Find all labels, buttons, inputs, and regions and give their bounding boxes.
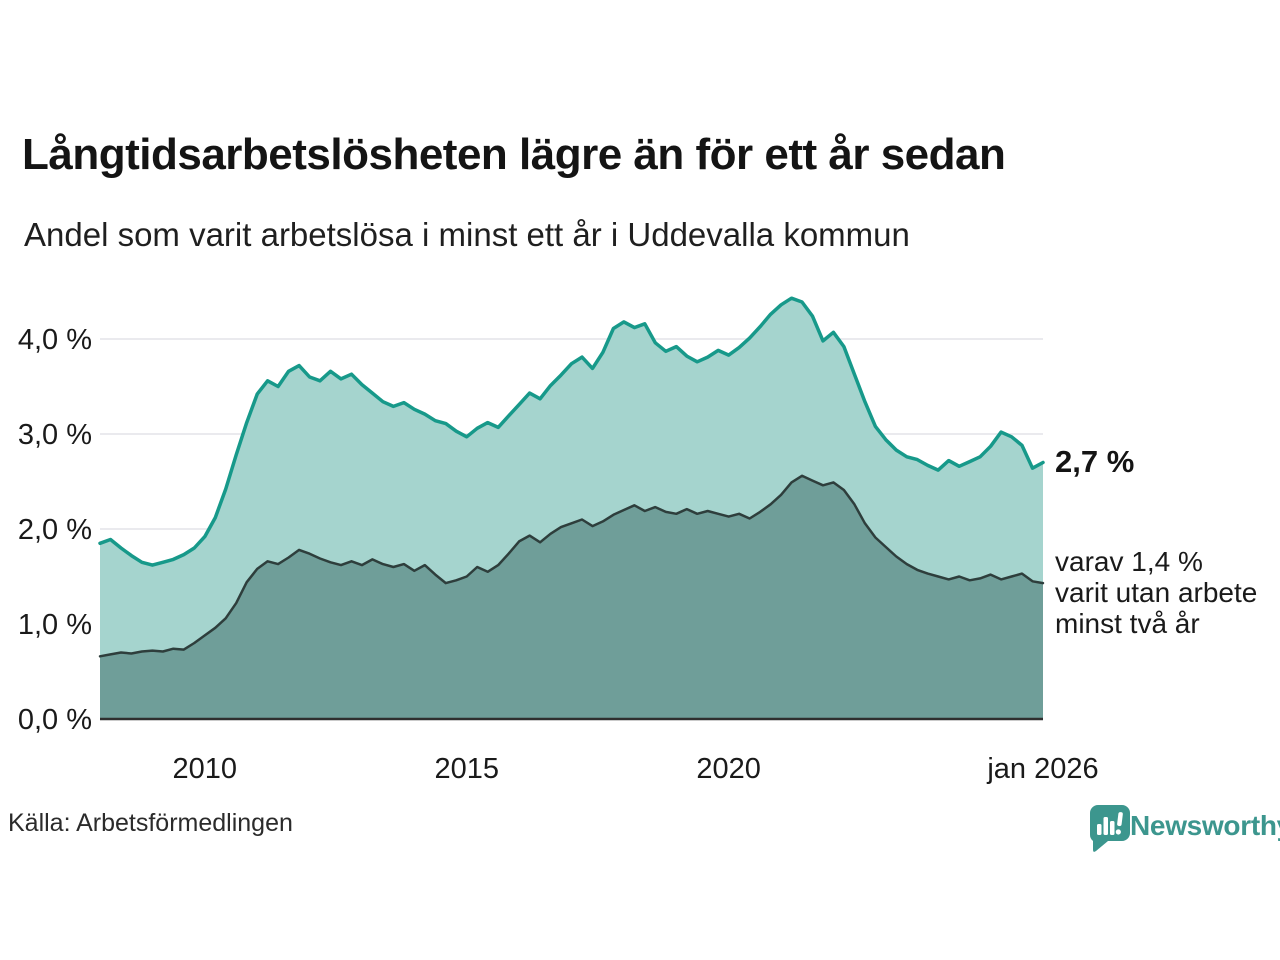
y-tick-label: 3,0 % (18, 419, 92, 451)
x-tick-label: jan 2026 (986, 753, 1098, 785)
y-tick-label: 4,0 % (18, 324, 92, 356)
newsworthy-wordmark: Newsworthy (1130, 810, 1280, 841)
y-tick-label: 1,0 % (18, 609, 92, 641)
x-tick-label: 2015 (434, 753, 499, 785)
series2-annotation-line1: varav 1,4 % (1055, 546, 1203, 577)
source-note: Källa: Arbetsförmedlingen (8, 809, 293, 837)
newsworthy-logo: Newsworthy (1088, 803, 1280, 853)
chart-subtitle: Andel som varit arbetslösa i minst ett å… (24, 216, 910, 253)
x-tick-label: 2010 (173, 753, 238, 785)
series2-annotation-line3: minst två år (1055, 608, 1200, 639)
series2-annotation-line2: varit utan arbete (1055, 577, 1258, 608)
series2-area (100, 475, 1043, 719)
y-tick-label: 2,0 % (18, 514, 92, 546)
series2-line (98, 474, 1045, 658)
logo-bar-chart-glyph (1097, 812, 1123, 835)
series1-end-value-label: 2,7 % (1055, 444, 1135, 479)
x-tick-label: 2020 (696, 753, 761, 785)
series2-annotation: varav 1,4 % varit utan arbete minst två … (1055, 546, 1257, 639)
newsworthy-logo-icon (1089, 805, 1130, 852)
y-tick-label: 0,0 % (18, 704, 92, 736)
page-title: Långtidsarbetslösheten lägre än för ett … (22, 130, 1006, 179)
series1-line (98, 296, 1045, 567)
